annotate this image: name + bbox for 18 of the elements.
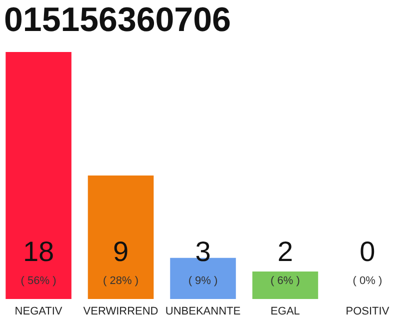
annotation: ( 9% )	[188, 275, 218, 287]
annotation: ( 6% )	[270, 275, 300, 287]
x-tick-label: EGAL	[270, 306, 300, 318]
bar	[88, 176, 154, 299]
data-label: 18	[22, 236, 54, 267]
bar	[252, 272, 318, 299]
data-label: 9	[112, 236, 129, 267]
bar	[6, 52, 72, 299]
x-tick-label: VERWIRREND	[83, 306, 158, 318]
annotation: ( 28% )	[103, 275, 139, 287]
annotation: ( 56% )	[20, 275, 56, 287]
x-tick-label: NEGATIV	[14, 306, 63, 318]
x-tick-label: UNBEKANNTE	[165, 306, 241, 318]
annotation: ( 0% )	[352, 275, 382, 287]
x-tick-label: POSITIV	[346, 306, 390, 318]
data-label: 2	[277, 236, 294, 267]
data-label: 0	[360, 236, 376, 267]
chart-title: 015156360706	[4, 1, 231, 39]
